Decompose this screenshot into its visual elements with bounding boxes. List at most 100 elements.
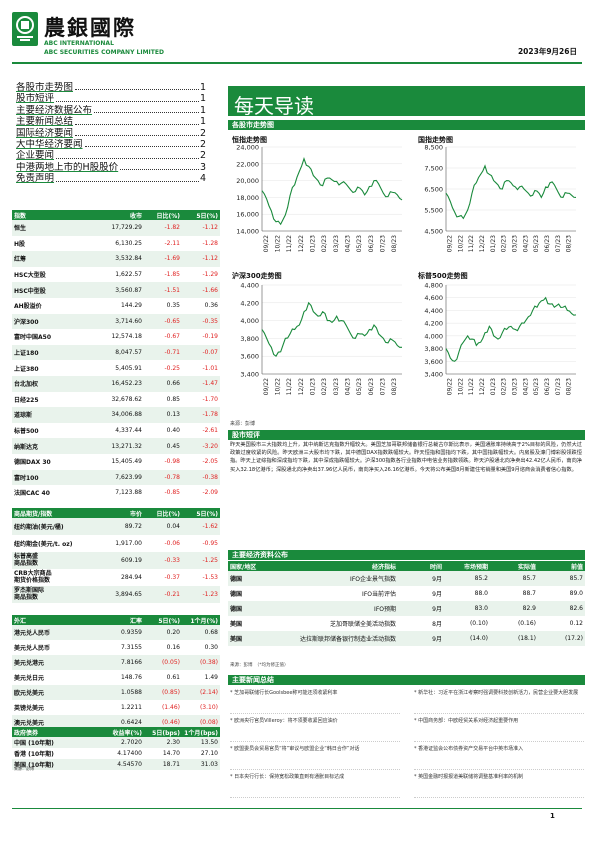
table-cell: (1.46) (161, 704, 180, 711)
toc-item-title[interactable]: 股市短评 (16, 93, 55, 105)
table-cell: 14.70 (162, 750, 180, 757)
series-line (445, 296, 577, 362)
table-cell: -0.95 (202, 540, 218, 547)
toc-item-title[interactable]: 大中华经济要闻 (16, 139, 83, 151)
y-tick-label: 8,500 (424, 144, 443, 152)
table-cell: 9月 (398, 631, 444, 646)
x-tick-label: 12/22 (298, 235, 305, 252)
news-item-text[interactable]: 香港证监会公布债券资产交易平台中英市场准入 (418, 746, 524, 752)
table-cell: -1.62 (182, 518, 220, 535)
table-cell: 富时中国A50 (14, 334, 51, 342)
page-number: 1 (550, 812, 555, 820)
table-row: 澳元兑美元 0.6424 (0.46) (0.08) (12, 715, 220, 730)
x-tick-label: 07/23 (380, 235, 387, 252)
table-row: H股 6,130.25 -2.11 -1.28 (12, 236, 220, 252)
news-item[interactable]: * 英国金融时报报道美联储将调整基准利率的机制 (414, 774, 584, 798)
toc-item-title[interactable]: 主要新闻总结 (16, 116, 74, 128)
table-cell: (0.05) (144, 655, 182, 670)
table-cell: 82.6 (538, 601, 585, 616)
y-tick-label: 4,000 (240, 317, 259, 325)
y-tick-label: 3,600 (240, 353, 259, 361)
market-comment-text: 昨天美国股市三大指数均上升，其中纳斯达克指数升幅较大。美国芝加哥联邦储备银行总裁… (230, 442, 582, 473)
toc-item-title[interactable]: 国际经济要闻 (16, 127, 74, 139)
x-tick-label: 03/23 (333, 235, 340, 252)
news-item[interactable]: * 日本央行行长：保持宽松政策直到有通胀目标达成 (230, 774, 400, 798)
toc-item-title[interactable]: 中港两地上市的H股股价 (16, 161, 119, 173)
table-cell: 芝加哥联储全美活动指数 (329, 621, 396, 628)
bond-table: 政府债券 收益率(%) 5日(bps) 1个月(bps) 中国 (10年期) 2.7020… (12, 727, 220, 770)
table-cell: 2.7020 (98, 737, 144, 748)
table-cell: 88.0 (474, 590, 488, 597)
table-cell: -0.25 (164, 364, 180, 372)
table-row: CRB大宗商品 期货价格指数 284.94 -0.37 -1.53 (12, 569, 220, 586)
market-indices-table: 指数 收市 日比(%) 5日(%) 恒生 17,729.29 -1.82 -1.12 H股 6,1… (12, 210, 220, 501)
toc-item-title[interactable]: 免责声明 (16, 173, 55, 185)
table-cell: 纽约期金(美元/t. oz) (14, 541, 73, 548)
table-cell: 0.13 (144, 407, 182, 423)
table-cell: 82.9 (490, 601, 538, 616)
toc-item[interactable]: 大中华经济要闻 2 (16, 139, 206, 150)
table-cell: -2.61 (202, 427, 218, 435)
table-cell: 德国 (228, 571, 268, 586)
table-cell: -1.70 (202, 395, 218, 403)
table-row: 德国 IFO预期 9月 83.0 82.9 82.6 (228, 601, 585, 616)
table-cell: -0.65 (144, 313, 182, 330)
company-name-en2: ABC SECURITIES COMPANY LIMITED (44, 49, 164, 56)
column-header: 5日(bps) (144, 727, 182, 737)
table-cell: 16,452.23 (98, 375, 144, 392)
toc-item-page: 1 (199, 104, 206, 116)
toc-item-title[interactable]: 企业要闻 (16, 150, 55, 162)
table-cell: 85.2 (444, 571, 490, 586)
toc-item[interactable]: 主要经济数据公布 1 (16, 105, 206, 116)
toc-item[interactable]: 主要新闻总结 1 (16, 116, 206, 127)
table-row: 纽约期金(美元/t. oz) 1,917.00 -0.06 -0.95 (12, 535, 220, 552)
news-item[interactable]: * 欧盟委员会贸易官员“将”审议与欧盟企业“韩日合作”对话 (230, 746, 400, 770)
y-tick-label: 18,000 (236, 194, 259, 202)
toc-item[interactable]: 企业要闻 2 (16, 150, 206, 161)
y-tick-label: 4,600 (424, 294, 443, 302)
table-row: 美国 (10年期) 4.54570 18.71 31.03 (12, 759, 220, 770)
news-item-text[interactable]: 新华社：习近平在浙江考察时强调要科技创新活力，民营企业要大胆发展 (418, 690, 579, 696)
column-header: 5日(%) (144, 615, 182, 625)
company-name-en1: ABC INTERNATIONAL (44, 40, 114, 47)
table-cell: 0.85 (166, 395, 180, 403)
news-item-text[interactable]: 中国商务部：中欧经贸关系对经济起重要作用 (418, 718, 519, 724)
news-item[interactable]: * 中国商务部：中欧经贸关系对经济起重要作用 (414, 718, 584, 742)
column-header: 1个月(%) (182, 615, 220, 625)
toc-item[interactable]: 各股市走势图 1 (16, 82, 206, 93)
toc-item[interactable]: 免责声明 4 (16, 173, 206, 184)
toc-item[interactable]: 中港两地上市的H股股价 3 (16, 162, 206, 173)
table-cell: 17,729.29 (98, 220, 144, 236)
table-cell: 284.94 (121, 574, 142, 581)
y-tick-label: 16,000 (236, 211, 259, 219)
news-item[interactable]: * 欧洲央行官员Villeroy：将不须要收紧回应油价 (230, 718, 400, 742)
table-cell: 7,623.99 (98, 469, 144, 486)
toc-item[interactable]: 国际经济要闻 2 (16, 128, 206, 139)
table-header-row: 指数 收市 日比(%) 5日(%) (12, 210, 220, 220)
econ-heading: 主要经济资料公布 (228, 550, 585, 560)
toc-item-title[interactable]: 主要经济数据公布 (16, 104, 93, 116)
column-header: 市价 (98, 508, 144, 518)
news-item-text[interactable]: 日本央行行长：保持宽松政策直到有通胀目标达成 (234, 774, 345, 780)
news-item-text[interactable]: 芝加哥联储行长Goolsbee称可能还须收紧利率 (234, 690, 338, 696)
news-item-text[interactable]: 英国金融时报报道美联储将调整基准利率的机制 (418, 774, 524, 780)
table-cell: 15,405.49 (111, 458, 142, 466)
table-row: 罗杰斯国际 商品指数 3,894.65 -0.21 -1.23 (12, 586, 220, 603)
table-cell: 0.68 (182, 625, 220, 640)
news-item-text[interactable]: 欧洲央行官员Villeroy：将不须要收紧回应油价 (234, 718, 338, 724)
table-cell: 7.8166 (98, 655, 144, 670)
y-tick-label: 5,500 (424, 207, 443, 215)
news-item-text[interactable]: 欧盟委员会贸易官员“将”审议与欧盟企业“韩日合作”对话 (234, 746, 360, 752)
x-tick-label: 09/22 (263, 235, 270, 252)
news-item[interactable]: * 芝加哥联储行长Goolsbee称可能还须收紧利率 (230, 690, 400, 714)
news-item[interactable]: * 新华社：习近平在浙江考察时强调要科技创新活力，民营企业要大胆发展 (414, 690, 584, 714)
table-cell: 日经225 (14, 396, 39, 404)
table-cell: 1,917.00 (115, 540, 142, 547)
toc-leader (84, 139, 199, 148)
table-header-row: 国家/地区 经济指标 时间 市场预期 实际值 前值 (228, 561, 585, 571)
toc-item-title[interactable]: 各股市走势图 (16, 82, 74, 93)
table-row: 英镑兑美元 1.2211 (1.46) (3.10) (12, 700, 220, 715)
news-item[interactable]: * 香港证监会公布债券资产交易平台中英市场准入 (414, 746, 584, 770)
toc-item[interactable]: 股市短评 1 (16, 93, 206, 104)
table-cell: 中国 (10年期) (12, 737, 98, 748)
